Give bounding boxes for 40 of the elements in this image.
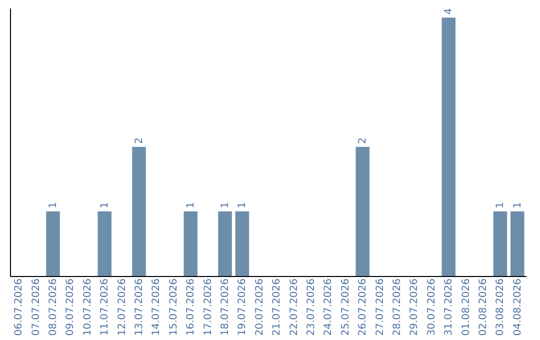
x-tick-label: 10.07.2026 xyxy=(82,278,94,336)
x-tick-label: 04.08.2026 xyxy=(512,278,524,336)
x-tick-label: 13.07.2026 xyxy=(134,278,145,336)
data-label: 1 xyxy=(100,202,111,208)
x-tick-label: 30.07.2026 xyxy=(426,278,438,336)
x-tick-label: 22.07.2026 xyxy=(288,278,300,336)
data-label: 4 xyxy=(444,8,455,15)
data-label: 1 xyxy=(495,202,506,208)
data-label: 1 xyxy=(220,202,231,208)
x-tick-label: 31.07.2026 xyxy=(444,278,455,336)
x-tick-label: 02.08.2026 xyxy=(478,278,489,336)
x-tick-label: 12.07.2026 xyxy=(116,278,128,336)
x-tick-label: 16.07.2026 xyxy=(186,278,197,336)
x-tick-label: 23.07.2026 xyxy=(306,278,317,336)
x-tick-label: 28.07.2026 xyxy=(392,278,403,336)
data-label: 2 xyxy=(358,137,369,144)
x-tick-label: 21.07.2026 xyxy=(272,278,283,336)
x-tick-label: 20.07.2026 xyxy=(254,278,266,336)
data-label: 2 xyxy=(134,137,145,144)
x-tick-label: 09.07.2026 xyxy=(65,278,76,336)
x-tick-label: 18.07.2026 xyxy=(220,278,231,336)
x-tick-label: 29.07.2026 xyxy=(409,278,420,336)
x-tick-label: 17.07.2026 xyxy=(202,278,214,336)
x-tick-label: 26.07.2026 xyxy=(358,278,369,336)
x-tick-label: 07.07.2026 xyxy=(30,278,42,336)
data-label: 1 xyxy=(237,202,248,208)
x-tick-label: 25.07.2026 xyxy=(340,278,352,336)
data-label: 1 xyxy=(186,202,197,208)
data-label: 1 xyxy=(512,202,524,208)
x-tick-label: 11.07.2026 xyxy=(100,278,111,336)
x-tick-label: 03.08.2026 xyxy=(495,278,506,336)
x-tick-label: 08.07.2026 xyxy=(48,278,59,336)
x-tick-label: 01.08.2026 xyxy=(460,278,472,336)
x-tick-label: 24.07.2026 xyxy=(323,278,334,336)
x-tick-label: 15.07.2026 xyxy=(168,278,180,336)
x-tick-label: 06.07.2026 xyxy=(14,278,25,336)
data-label: 1 xyxy=(48,202,59,208)
x-tick-label: 19.07.2026 xyxy=(237,278,248,336)
x-tick-label: 14.07.2026 xyxy=(151,278,162,336)
x-tick-label: 27.07.2026 xyxy=(374,278,386,336)
